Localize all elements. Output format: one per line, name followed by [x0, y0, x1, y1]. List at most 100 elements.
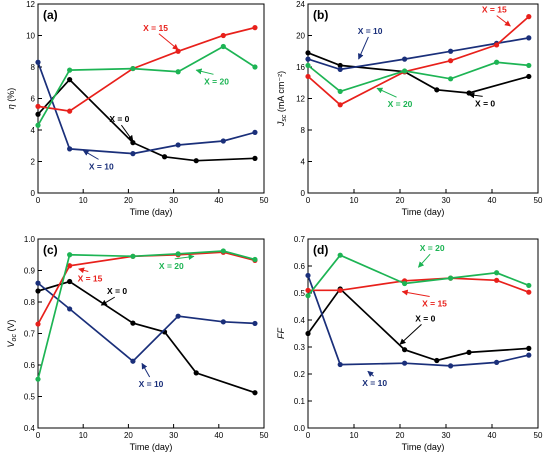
annotation-label: X = 0	[107, 286, 127, 296]
series-annotation: X = 15	[401, 289, 447, 309]
y-tick-label: 16	[296, 63, 305, 72]
y-tick-label: 0.9	[24, 267, 36, 276]
data-point	[337, 66, 343, 72]
data-point	[337, 361, 343, 368]
data-point	[305, 272, 311, 279]
annotation-arrow	[195, 68, 214, 75]
data-point	[252, 320, 258, 327]
series-x10	[35, 59, 258, 157]
series-annotation: X = 20	[195, 68, 229, 86]
data-point	[434, 357, 440, 364]
series-x10	[305, 272, 532, 369]
y-axis-unit: (V)	[6, 320, 16, 335]
data-point	[305, 56, 311, 62]
annotation-arrow	[418, 253, 431, 268]
data-point	[494, 42, 500, 48]
series-line	[37, 26, 256, 112]
series-annotation: X = 10	[139, 362, 164, 389]
x-axis-label: Time (day)	[130, 442, 173, 452]
data-point	[448, 275, 454, 281]
x-tick-label: 0	[36, 196, 41, 205]
series-line	[307, 275, 529, 367]
panel-label: (c)	[43, 243, 58, 257]
data-point	[434, 87, 440, 93]
annotation-arrow	[401, 289, 430, 297]
panel-label: (b)	[313, 8, 328, 22]
series-x10	[35, 280, 258, 364]
data-point	[402, 56, 408, 62]
series-line	[307, 61, 529, 93]
y-tick-label: 0.3	[294, 343, 306, 352]
data-point	[35, 103, 41, 109]
series-x20	[35, 43, 258, 128]
x-tick-label: 50	[534, 431, 543, 440]
annotation-label: X = 20	[388, 99, 413, 109]
data-point	[448, 58, 454, 64]
x-tick-label: 30	[169, 431, 178, 440]
y-tick-label: 10	[26, 32, 35, 41]
y-axis-label: Jsc (mA cm⁻²)	[276, 71, 288, 127]
series-annotation: X = 0	[399, 313, 436, 345]
annotation-arrow	[82, 150, 99, 160]
data-point	[305, 62, 311, 69]
data-point	[448, 48, 454, 54]
series-annotation: X = 0	[468, 92, 495, 108]
series-annotation: X = 0	[109, 114, 134, 142]
y-tick-label: 0.6	[294, 262, 306, 271]
series-x20	[305, 59, 532, 95]
data-point	[220, 319, 226, 325]
y-axis-label: FF	[276, 328, 286, 339]
x-tick-label: 40	[488, 431, 497, 440]
series-x0	[35, 278, 258, 396]
y-tick-label: 8	[301, 126, 306, 135]
y-tick-label: 0.5	[294, 289, 306, 298]
data-point	[252, 64, 258, 70]
series-line	[37, 250, 256, 380]
y-axis-label: Voc (V)	[6, 320, 18, 348]
plot-frame	[37, 238, 265, 429]
annotation-label: X = 15	[143, 23, 168, 33]
series-annotation: X = 10	[362, 370, 387, 388]
y-tick-label: 0.0	[294, 424, 306, 433]
annotation-label: X = 10	[139, 379, 164, 389]
series-line	[307, 254, 530, 297]
y-tick-label: 12	[296, 95, 305, 104]
data-point	[402, 360, 408, 366]
x-tick-label: 50	[260, 196, 269, 205]
y-axis-symbol: J	[276, 121, 286, 127]
data-point	[337, 102, 343, 108]
x-tick-label: 0	[36, 431, 41, 440]
series-x0	[35, 77, 258, 164]
plot-frame	[307, 238, 539, 429]
series-x15	[305, 14, 532, 108]
x-tick-label: 10	[79, 196, 88, 205]
y-tick-label: 0.4	[294, 316, 306, 325]
series-annotation: X = 20	[159, 254, 195, 271]
data-point	[526, 282, 532, 289]
series-line	[307, 287, 529, 362]
series-line	[308, 277, 530, 293]
y-axis-label: η (%)	[6, 88, 16, 110]
data-point	[193, 158, 199, 164]
x-tick-label: 20	[124, 431, 133, 440]
series-x20	[35, 248, 258, 382]
annotation-label: X = 20	[204, 76, 229, 86]
series-line	[37, 45, 256, 126]
series-annotation: X = 15	[482, 5, 511, 27]
annotation-label: X = 10	[362, 378, 387, 388]
y-tick-label: 4	[301, 158, 306, 167]
data-point	[494, 270, 500, 276]
data-point	[337, 88, 343, 95]
data-point	[35, 321, 41, 327]
y-tick-label: 0.7	[24, 330, 36, 339]
x-tick-label: 30	[169, 196, 178, 205]
data-point	[526, 73, 532, 80]
annotation-label: X = 20	[420, 243, 445, 253]
x-tick-label: 30	[442, 196, 451, 205]
y-axis-subscript: sc	[281, 114, 288, 122]
y-tick-label: 6	[31, 95, 36, 104]
data-point	[35, 288, 41, 294]
data-point	[67, 77, 73, 83]
annotation-arrow	[376, 87, 397, 98]
y-axis-unit: (mA cm⁻²)	[276, 71, 286, 115]
